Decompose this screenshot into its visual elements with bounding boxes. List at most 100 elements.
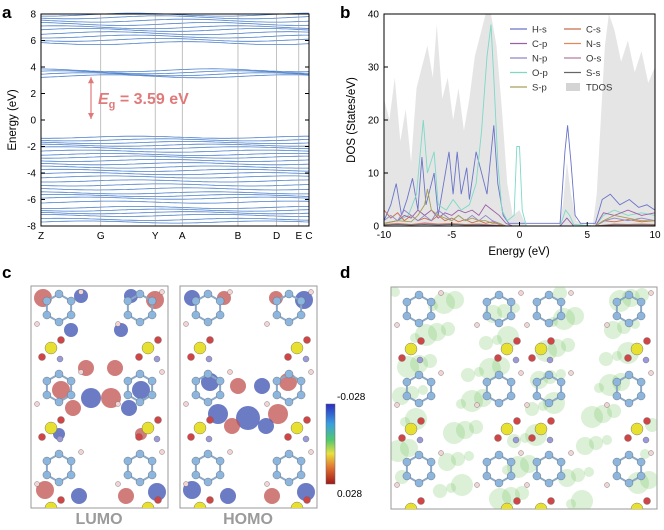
dos-x-ticks: -10 -5 0 5 10 bbox=[377, 222, 661, 241]
atom bbox=[414, 290, 424, 300]
density-isosurface bbox=[594, 383, 604, 393]
atom bbox=[54, 317, 64, 327]
atom bbox=[643, 497, 651, 505]
density-molecule-unit bbox=[524, 290, 654, 523]
atom bbox=[115, 321, 121, 327]
atom bbox=[191, 390, 201, 400]
band-line bbox=[41, 217, 310, 221]
legend-label: S-s bbox=[586, 68, 601, 79]
atom bbox=[612, 391, 622, 401]
atom bbox=[272, 310, 282, 320]
atom bbox=[404, 422, 418, 436]
atom bbox=[414, 450, 424, 460]
atom bbox=[42, 470, 52, 480]
atom bbox=[612, 311, 622, 321]
atom bbox=[147, 390, 157, 400]
density-isosurface bbox=[566, 307, 584, 325]
atom bbox=[284, 433, 292, 441]
atom bbox=[500, 502, 514, 509]
density-isosurface bbox=[640, 449, 650, 459]
atom bbox=[57, 496, 65, 504]
atom bbox=[636, 471, 646, 481]
band-line bbox=[40, 155, 309, 159]
density-molecule-unit bbox=[394, 290, 524, 523]
atom bbox=[394, 402, 400, 408]
atom bbox=[518, 450, 524, 456]
homo-label: HOMO bbox=[223, 511, 273, 525]
band-y-tick-label: 8 bbox=[30, 10, 36, 21]
atom bbox=[284, 397, 294, 407]
band-line bbox=[41, 206, 310, 209]
atom bbox=[394, 322, 400, 328]
density-isosurface bbox=[441, 322, 455, 336]
atom bbox=[416, 436, 424, 444]
density-isosurface bbox=[433, 484, 447, 498]
atom bbox=[642, 436, 650, 444]
atom bbox=[426, 297, 436, 307]
density-isosurface bbox=[566, 499, 576, 509]
atom bbox=[123, 376, 133, 386]
atom bbox=[494, 318, 504, 328]
atom bbox=[38, 353, 46, 361]
band-y-tick-label: -2 bbox=[27, 142, 36, 153]
orbital-lobe bbox=[268, 404, 288, 424]
band-line bbox=[40, 141, 310, 144]
atom bbox=[532, 471, 542, 481]
band-plot-frame bbox=[40, 13, 310, 227]
atom bbox=[296, 376, 306, 386]
atom bbox=[547, 497, 555, 505]
atom bbox=[624, 354, 632, 362]
atom bbox=[417, 517, 423, 523]
atom bbox=[206, 336, 214, 344]
colorbar-max-label: -0.028 bbox=[337, 392, 366, 403]
atom bbox=[44, 421, 58, 435]
atom bbox=[474, 482, 480, 488]
atom bbox=[494, 450, 504, 460]
atom bbox=[630, 342, 644, 356]
density-isosurface bbox=[571, 490, 593, 509]
atom bbox=[636, 377, 646, 387]
atom bbox=[183, 401, 189, 407]
atom bbox=[159, 289, 165, 295]
band-y-axis-title: Energy (eV) bbox=[7, 89, 19, 151]
atom bbox=[524, 482, 530, 488]
panel-letter-a: a bbox=[2, 3, 12, 22]
atom bbox=[604, 482, 610, 488]
atom bbox=[643, 517, 649, 523]
orbital-lobe bbox=[71, 488, 87, 504]
atom bbox=[203, 449, 213, 459]
atom bbox=[193, 501, 207, 508]
band-y-ticks: 8 6 4 2 0 -2 -4 -6 -8 bbox=[27, 10, 309, 233]
atom bbox=[206, 496, 214, 504]
atom bbox=[546, 436, 554, 444]
atom bbox=[568, 370, 574, 376]
atom bbox=[568, 450, 574, 456]
atom bbox=[426, 471, 436, 481]
band-line bbox=[40, 165, 309, 169]
density-isosurface bbox=[602, 435, 612, 445]
atom bbox=[534, 342, 548, 356]
orbital-panel: LUMO HOMO -0.028 0.028 bbox=[30, 285, 366, 528]
atom bbox=[417, 417, 425, 425]
atom bbox=[495, 515, 502, 522]
atom bbox=[482, 457, 492, 467]
density-isosurface bbox=[423, 354, 437, 368]
band-line bbox=[40, 28, 310, 32]
atom bbox=[604, 402, 610, 408]
atom bbox=[648, 290, 654, 296]
band-line bbox=[41, 34, 309, 39]
band-line bbox=[40, 194, 310, 197]
band-line bbox=[40, 183, 310, 187]
atom bbox=[544, 478, 554, 488]
legend-label: H-s bbox=[532, 25, 547, 36]
atom bbox=[290, 421, 304, 435]
atom bbox=[284, 353, 292, 361]
atom bbox=[482, 377, 492, 387]
band-x-tick-label: Y bbox=[152, 231, 159, 242]
atom bbox=[648, 370, 654, 376]
density-isosurface bbox=[497, 326, 519, 348]
atom bbox=[147, 310, 157, 320]
atom bbox=[42, 296, 52, 306]
band-line bbox=[40, 25, 310, 30]
